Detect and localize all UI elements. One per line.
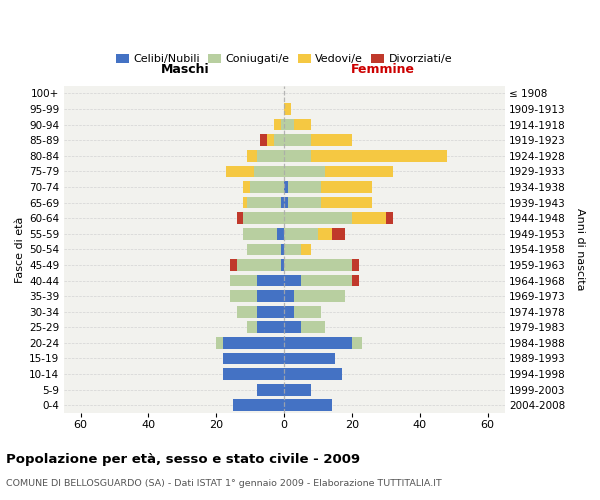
Bar bbox=[284, 384, 311, 396]
Bar bbox=[284, 212, 352, 224]
Bar bbox=[284, 259, 352, 271]
Bar bbox=[236, 306, 257, 318]
Bar bbox=[322, 181, 373, 193]
Bar bbox=[284, 166, 325, 177]
Bar bbox=[301, 244, 311, 255]
Bar bbox=[287, 181, 322, 193]
Bar bbox=[247, 244, 281, 255]
Bar bbox=[352, 337, 362, 348]
Bar bbox=[294, 306, 322, 318]
Bar bbox=[216, 337, 223, 348]
Bar bbox=[274, 134, 284, 146]
Bar bbox=[281, 196, 284, 208]
Bar bbox=[277, 228, 284, 239]
Y-axis label: Anni di nascita: Anni di nascita bbox=[575, 208, 585, 290]
Text: Femmine: Femmine bbox=[352, 64, 415, 76]
Bar bbox=[247, 196, 281, 208]
Bar bbox=[287, 196, 322, 208]
Bar bbox=[257, 306, 284, 318]
Bar bbox=[274, 119, 281, 130]
Bar bbox=[294, 290, 345, 302]
Bar bbox=[284, 290, 294, 302]
Bar bbox=[284, 274, 301, 286]
Bar bbox=[247, 322, 257, 333]
Bar bbox=[230, 290, 257, 302]
Bar bbox=[244, 181, 250, 193]
Bar bbox=[284, 134, 311, 146]
Bar bbox=[250, 181, 284, 193]
Bar bbox=[247, 150, 257, 162]
Bar bbox=[284, 400, 332, 411]
Bar bbox=[284, 352, 335, 364]
Bar bbox=[226, 166, 254, 177]
Bar bbox=[284, 228, 318, 239]
Bar bbox=[284, 244, 301, 255]
Bar bbox=[301, 274, 352, 286]
Bar bbox=[284, 337, 352, 348]
Y-axis label: Fasce di età: Fasce di età bbox=[15, 216, 25, 282]
Bar bbox=[352, 274, 359, 286]
Bar bbox=[267, 134, 274, 146]
Bar bbox=[284, 150, 311, 162]
Bar bbox=[244, 212, 284, 224]
Bar bbox=[236, 212, 244, 224]
Bar bbox=[352, 212, 386, 224]
Bar bbox=[294, 119, 311, 130]
Bar bbox=[236, 259, 281, 271]
Bar bbox=[322, 196, 373, 208]
Bar bbox=[284, 196, 287, 208]
Bar bbox=[257, 290, 284, 302]
Bar bbox=[318, 228, 332, 239]
Bar bbox=[230, 274, 257, 286]
Bar bbox=[254, 166, 284, 177]
Bar bbox=[257, 274, 284, 286]
Bar bbox=[223, 337, 284, 348]
Bar bbox=[311, 150, 447, 162]
Bar bbox=[233, 400, 284, 411]
Bar bbox=[223, 352, 284, 364]
Bar bbox=[257, 322, 284, 333]
Bar bbox=[260, 134, 267, 146]
Bar bbox=[386, 212, 392, 224]
Bar bbox=[223, 368, 284, 380]
Bar bbox=[244, 196, 247, 208]
Bar bbox=[311, 134, 352, 146]
Bar bbox=[230, 259, 236, 271]
Bar bbox=[284, 119, 294, 130]
Bar bbox=[284, 181, 287, 193]
Bar bbox=[284, 103, 291, 115]
Text: COMUNE DI BELLOSGUARDO (SA) - Dati ISTAT 1° gennaio 2009 - Elaborazione TUTTITAL: COMUNE DI BELLOSGUARDO (SA) - Dati ISTAT… bbox=[6, 479, 442, 488]
Legend: Celibi/Nubili, Coniugati/e, Vedovi/e, Divorziati/e: Celibi/Nubili, Coniugati/e, Vedovi/e, Di… bbox=[113, 52, 455, 66]
Bar bbox=[325, 166, 392, 177]
Bar bbox=[281, 259, 284, 271]
Bar bbox=[332, 228, 345, 239]
Bar bbox=[284, 322, 301, 333]
Bar bbox=[257, 150, 284, 162]
Bar bbox=[244, 228, 277, 239]
Bar bbox=[284, 306, 294, 318]
Bar bbox=[284, 368, 342, 380]
Text: Popolazione per età, sesso e stato civile - 2009: Popolazione per età, sesso e stato civil… bbox=[6, 452, 360, 466]
Bar bbox=[257, 384, 284, 396]
Bar bbox=[281, 119, 284, 130]
Bar bbox=[281, 244, 284, 255]
Bar bbox=[352, 259, 359, 271]
Bar bbox=[301, 322, 325, 333]
Text: Maschi: Maschi bbox=[161, 64, 209, 76]
